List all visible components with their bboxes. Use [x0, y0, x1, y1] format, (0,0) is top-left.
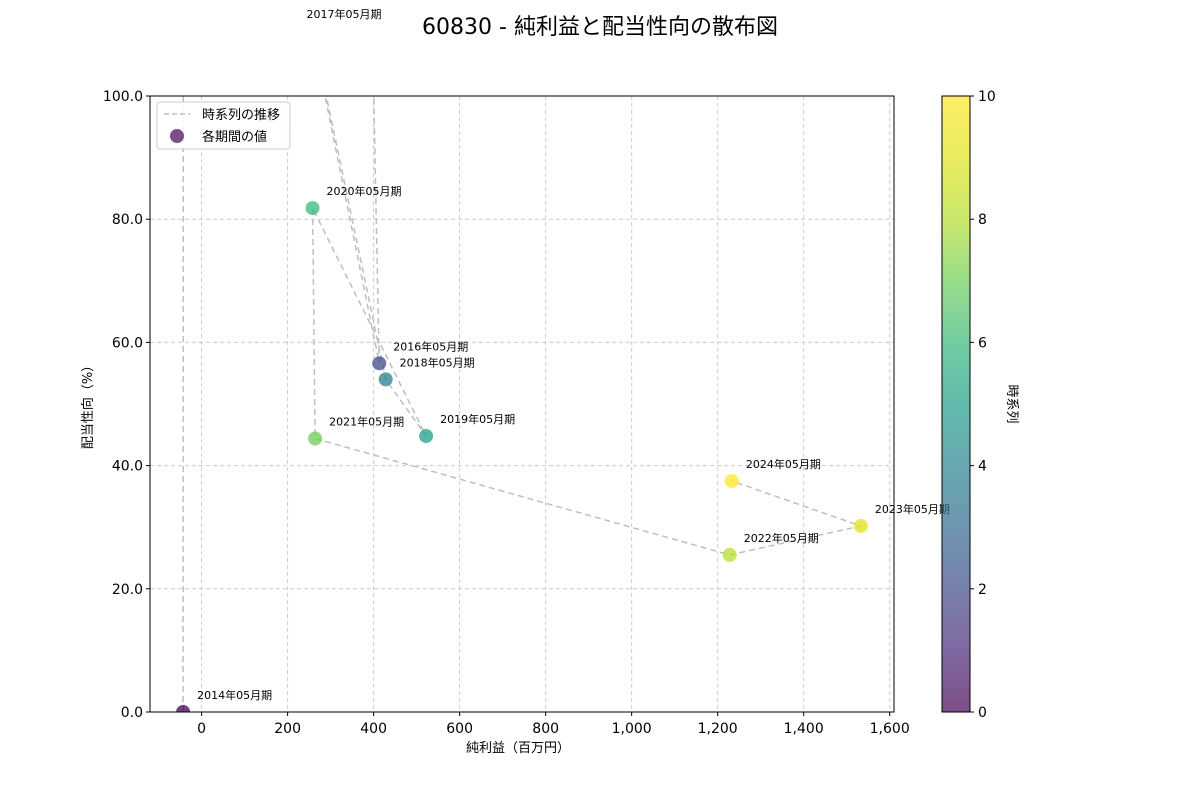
x-tick-label: 0	[197, 721, 206, 737]
colorbar-ticks: 0 2 4 6 8 10	[970, 89, 996, 721]
colorbar-tick-label: 0	[978, 705, 987, 721]
x-tick-label: 200	[274, 721, 301, 737]
legend-point-swatch	[170, 129, 184, 143]
scatter-point	[305, 201, 320, 216]
y-tick-label: 40.0	[112, 459, 143, 475]
scatter-point	[378, 372, 393, 387]
point-label: 2021年05月期	[329, 414, 404, 428]
scatter-point	[419, 429, 434, 444]
colorbar-tick-label: 8	[978, 212, 987, 228]
colorbar: 0 2 4 6 8 10 時系列	[941, 89, 1019, 721]
legend-label-trend: 時系列の推移	[202, 108, 280, 123]
x-axis-label: 純利益（百万円）	[466, 741, 570, 756]
scatter-point	[176, 705, 191, 712]
x-tick-label: 1,200	[698, 721, 738, 737]
x-tick-label: 1,600	[870, 721, 910, 737]
legend-box	[156, 101, 291, 150]
colorbar-tick-label: 6	[978, 335, 987, 351]
y-tick-label: 80.0	[112, 212, 143, 228]
grid-lines	[150, 95, 894, 713]
y-tick-label: 60.0	[112, 335, 143, 351]
point-label: 2016年05月期	[393, 339, 468, 353]
x-axis-ticks: 0 200 400 600 800 1,000 1,200 1,400 1,600	[197, 712, 910, 737]
x-tick-label: 800	[532, 721, 559, 737]
colorbar-gradient	[942, 96, 970, 712]
colorbar-tick-label: 2	[978, 582, 987, 598]
point-label: 2023年05月期	[875, 502, 950, 516]
plot-frame	[149, 95, 895, 713]
point-label: 2024年05月期	[746, 457, 821, 471]
colorbar-frame	[941, 95, 971, 713]
y-axis-label: 配当性向（%）	[80, 359, 96, 449]
scatter-point	[372, 356, 387, 371]
colorbar-label: 時系列	[1004, 384, 1019, 423]
x-tick-label: 600	[446, 721, 473, 737]
y-tick-label: 20.0	[112, 582, 143, 598]
point-label: 2020年05月期	[327, 184, 402, 198]
point-labels: 2014年05月期 2016年05月期 2017年05月期 2018年05月期 2019…	[197, 7, 950, 702]
legend-label-points: 各期間の値	[202, 129, 267, 145]
y-tick-label: 0.0	[121, 705, 143, 721]
legend: 時系列の推移 各期間の値	[156, 101, 291, 150]
chart-title: 60830 - 純利益と配当性向の散布図	[422, 15, 778, 40]
scatter-point	[308, 431, 323, 446]
x-tick-label: 1,000	[612, 721, 652, 737]
point-label: 2017年05月期	[307, 7, 382, 21]
colorbar-tick-label: 4	[978, 459, 987, 475]
point-label: 2019年05月期	[440, 412, 515, 426]
colorbar-tick-label: 10	[978, 89, 996, 105]
scatter-point	[722, 547, 737, 562]
scatter-points	[176, 201, 868, 712]
point-label: 2014年05月期	[197, 688, 272, 702]
point-label: 2022年05月期	[744, 531, 819, 545]
x-tick-label: 1,400	[784, 721, 824, 737]
y-tick-label: 100.0	[103, 89, 143, 105]
scatter-point	[724, 474, 739, 488]
x-tick-label: 400	[360, 721, 387, 737]
y-axis-ticks: 0.0 20.0 40.0 60.0 80.0 100.0	[103, 89, 150, 721]
scatter-point	[853, 518, 868, 533]
point-label: 2018年05月期	[400, 355, 475, 369]
